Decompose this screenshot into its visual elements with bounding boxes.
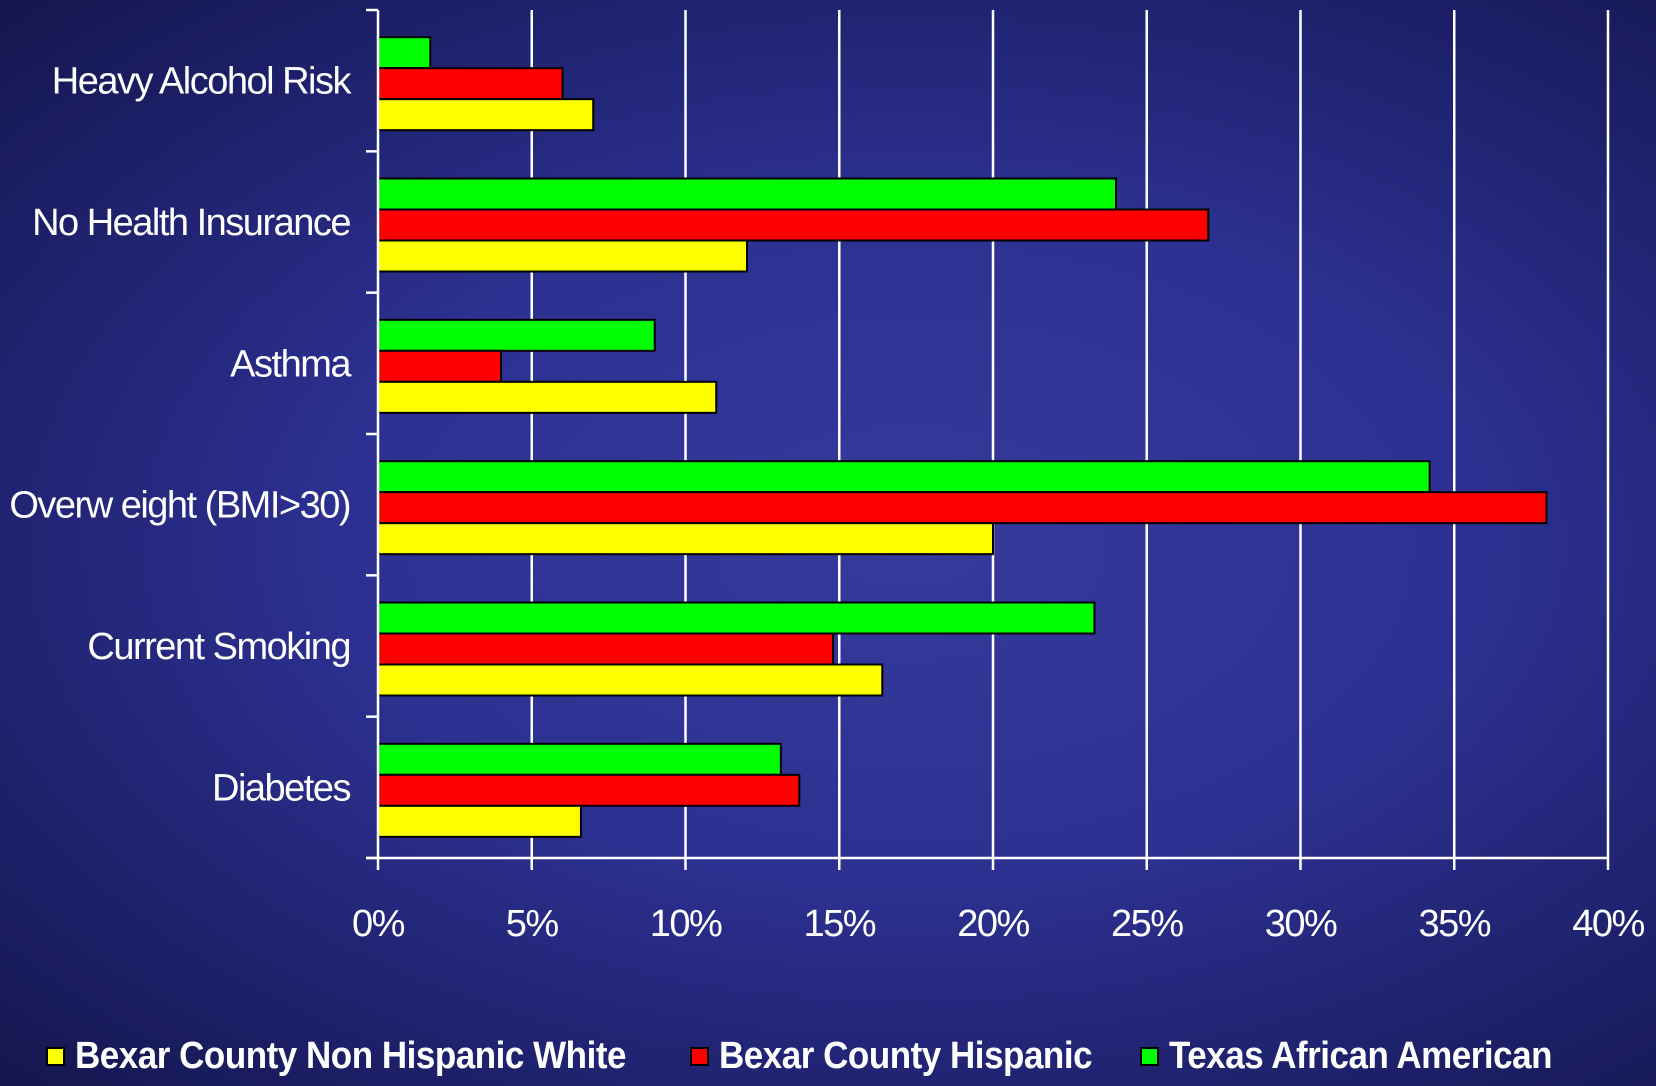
x-tick-label-15: 15%: [803, 903, 875, 945]
legend-swatch-african-american: [1140, 1047, 1160, 1066]
gridlines: [530, 10, 1610, 858]
category-label-2: Asthma: [230, 343, 352, 385]
bar-4-2: [377, 663, 884, 697]
bar-2-2: [377, 380, 718, 414]
bar-3-0: [377, 460, 1431, 494]
category-label-1: No Health Insurance: [32, 202, 350, 244]
legend-label-hispanic: Bexar County Hispanic: [718, 1035, 1093, 1077]
x-tick-label-0: 0%: [352, 903, 405, 945]
legend-label-white: Bexar County Non Hispanic White: [75, 1035, 626, 1077]
legend-swatch-white: [46, 1047, 65, 1066]
category-label-0: Heavy Alcohol Risk: [52, 61, 353, 103]
bar-1-0: [377, 177, 1117, 211]
x-tick-labels: 0% 5% 10% 15% 20% 25% 30% 35% 40%: [352, 903, 1646, 945]
bar-2-0: [377, 318, 656, 352]
bar-2-1: [377, 349, 502, 383]
x-tick-label-20: 20%: [957, 903, 1029, 945]
category-label-3: Overw eight (BMI>30): [9, 485, 350, 527]
legend: Bexar County Non Hispanic White Bexar Co…: [46, 1035, 1602, 1078]
bar-3-1: [377, 491, 1548, 525]
legend-item-white: Bexar County Non Hispanic White: [46, 1035, 674, 1078]
bars: [377, 36, 1548, 838]
bar-0-0: [377, 36, 432, 70]
axes: [366, 8, 1610, 870]
x-tick-label-5: 5%: [506, 903, 559, 945]
x-tick-label-40: 40%: [1572, 903, 1644, 945]
x-tick-label-25: 25%: [1111, 903, 1183, 945]
x-tick-label-35: 35%: [1418, 903, 1490, 945]
legend-item-hispanic: Bexar County Hispanic: [689, 1035, 1125, 1078]
category-labels: Heavy Alcohol Risk No Health Insurance Ast…: [9, 61, 354, 810]
bar-5-2: [377, 804, 582, 838]
bar-4-0: [377, 601, 1096, 635]
legend-label-african-american: Texas African American: [1169, 1035, 1553, 1077]
bar-1-2: [377, 239, 748, 273]
x-tick-label-10: 10%: [650, 903, 722, 945]
bar-4-1: [377, 632, 835, 666]
bar-0-1: [377, 67, 564, 101]
category-label-5: Diabetes: [212, 767, 350, 809]
bar-5-0: [377, 742, 782, 776]
bar-3-2: [377, 522, 994, 556]
bar-0-2: [377, 98, 595, 132]
x-tick-label-30: 30%: [1265, 903, 1337, 945]
bar-1-1: [377, 208, 1210, 242]
bar-5-1: [377, 773, 801, 807]
legend-item-african-american: Texas African American: [1140, 1035, 1585, 1078]
legend-swatch-hispanic: [689, 1047, 709, 1066]
category-label-4: Current Smoking: [87, 626, 350, 668]
